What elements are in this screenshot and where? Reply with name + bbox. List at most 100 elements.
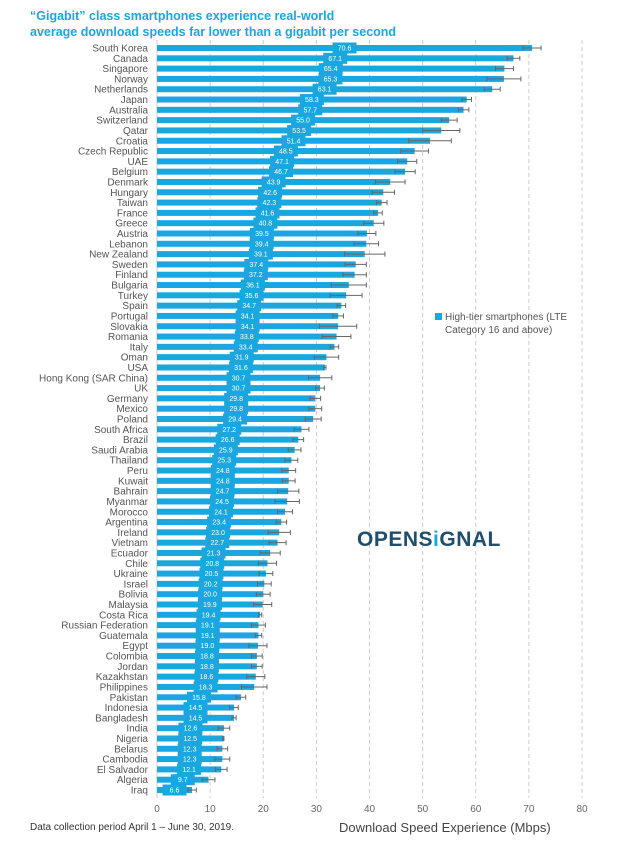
- data-label: 26.6: [221, 437, 235, 444]
- data-label-box: [228, 361, 253, 373]
- legend-label-line-2: Category 16 and above): [445, 325, 553, 336]
- data-label: 65.3: [324, 76, 338, 83]
- data-label: 24.8: [216, 468, 230, 475]
- category-label: Philippines: [100, 682, 148, 693]
- category-label: Croatia: [116, 136, 149, 147]
- data-label-box: [201, 547, 226, 559]
- category-label: Czech Republic: [78, 147, 148, 158]
- data-label-box: [178, 732, 203, 744]
- category-label: Guatemala: [99, 631, 148, 642]
- data-label: 42.6: [263, 190, 277, 197]
- data-label: 55.0: [296, 118, 310, 125]
- data-label: 47.1: [275, 159, 289, 166]
- data-label-box: [194, 650, 219, 662]
- title-line-1: “Gigabit” class smartphones experience r…: [30, 9, 335, 23]
- data-label-box: [332, 42, 357, 54]
- category-label: Ukraine: [114, 569, 149, 580]
- data-label-box: [281, 135, 306, 147]
- data-label-box: [217, 423, 242, 435]
- data-label-box: [210, 485, 235, 497]
- data-label: 51.4: [287, 138, 301, 145]
- category-label: USA: [127, 363, 148, 374]
- x-tick-label: 10: [205, 804, 217, 815]
- data-label: 33.8: [240, 334, 254, 341]
- data-label: 53.5: [292, 128, 306, 135]
- category-label: Russian Federation: [61, 621, 148, 632]
- data-label-box: [177, 763, 202, 775]
- data-label-box: [253, 217, 278, 229]
- data-label: 24.1: [214, 509, 228, 516]
- data-label-box: [273, 145, 298, 157]
- data-label: 12.3: [183, 746, 197, 753]
- x-tick-label: 60: [470, 804, 482, 815]
- category-label: Spain: [122, 301, 148, 312]
- data-label: 19.1: [201, 633, 215, 640]
- data-label: 23.0: [211, 530, 225, 537]
- category-label: UAE: [127, 157, 148, 168]
- data-label-box: [224, 403, 249, 415]
- title-line-2: average download speeds far lower than a…: [30, 25, 397, 39]
- category-label: Sweden: [112, 260, 148, 271]
- data-label-box: [248, 248, 273, 260]
- data-label-box: [243, 269, 268, 281]
- category-label: Morocco: [110, 507, 149, 518]
- data-label: 29.8: [229, 406, 243, 413]
- data-label: 19.9: [203, 602, 217, 609]
- category-label: Indonesia: [105, 703, 149, 714]
- data-label: 30.7: [232, 386, 246, 393]
- data-label-box: [177, 753, 202, 765]
- category-label: India: [126, 724, 148, 735]
- data-label-box: [234, 331, 259, 343]
- x-tick-label: 80: [576, 804, 588, 815]
- data-label: 25.3: [217, 458, 231, 465]
- category-label: Portugal: [111, 311, 148, 322]
- data-label-box: [298, 104, 323, 116]
- data-label-box: [206, 526, 231, 538]
- data-label: 57.7: [303, 107, 317, 114]
- data-label: 31.9: [235, 355, 249, 362]
- data-label: 19.0: [201, 643, 215, 650]
- data-label-box: [312, 83, 337, 95]
- data-label-box: [199, 568, 224, 580]
- data-label-box: [195, 619, 220, 631]
- data-label-box: [210, 465, 235, 477]
- data-label-box: [200, 557, 225, 569]
- data-label-box: [194, 671, 219, 683]
- category-label: Egypt: [122, 641, 148, 652]
- category-label: Vietnam: [111, 538, 148, 549]
- category-label: Australia: [109, 105, 148, 116]
- data-label-box: [205, 537, 230, 549]
- data-label: 25.9: [219, 447, 233, 454]
- category-label: Colombia: [106, 652, 149, 663]
- data-label-box: [257, 197, 282, 209]
- x-tick-label: 50: [417, 804, 429, 815]
- category-label: Costa Rica: [99, 610, 148, 621]
- category-label: Oman: [121, 353, 148, 364]
- x-tick-label: 20: [258, 804, 270, 815]
- x-tick-label: 30: [311, 804, 323, 815]
- data-label: 29.8: [229, 396, 243, 403]
- data-label-box: [233, 341, 258, 353]
- data-label: 43.9: [267, 179, 281, 186]
- data-label: 15.8: [192, 695, 206, 702]
- data-label: 34.7: [242, 303, 256, 310]
- data-label-box: [183, 712, 208, 724]
- category-label: Saudi Arabia: [91, 445, 148, 456]
- data-label: 12.6: [184, 726, 198, 733]
- data-label: 65.4: [324, 66, 338, 73]
- category-label: Greece: [115, 219, 148, 230]
- category-label: Netherlands: [94, 85, 148, 96]
- category-label: Malaysia: [109, 600, 149, 611]
- data-label-box: [240, 279, 265, 291]
- data-label: 39.4: [255, 241, 269, 248]
- category-label: Canada: [113, 54, 148, 65]
- data-label: 39.1: [254, 252, 268, 259]
- data-label-box: [177, 743, 202, 755]
- category-label: France: [117, 208, 149, 219]
- data-label-box: [235, 320, 260, 332]
- footnote: Data collection period April 1 – June 30…: [30, 822, 235, 833]
- category-label: Argentina: [105, 518, 148, 529]
- data-label-box: [207, 516, 232, 528]
- data-label-box: [196, 609, 221, 621]
- data-label: 19.4: [202, 612, 216, 619]
